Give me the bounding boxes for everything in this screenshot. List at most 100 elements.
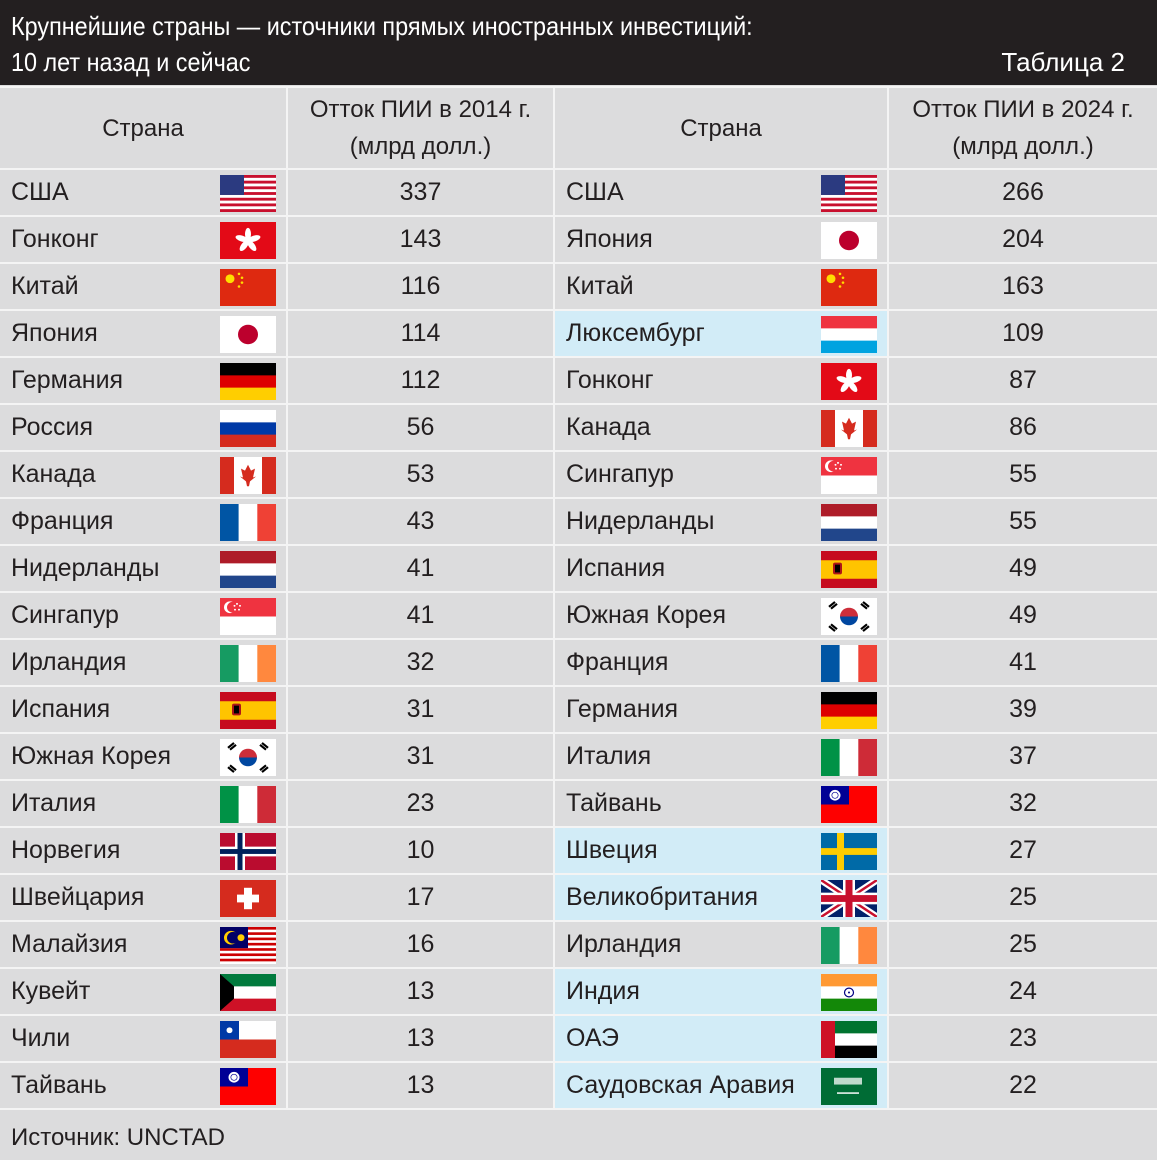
table-row: Нидерланды 41 Испания 49: [0, 544, 1157, 593]
country-name: Швейцария: [11, 883, 145, 911]
country-name: Гонконг: [11, 225, 99, 253]
table-number: Таблица 2: [1001, 47, 1125, 77]
country-name: Германия: [11, 366, 124, 394]
title-line-2: 10 лет назад и сейчас: [11, 47, 251, 77]
country-cell-2024: Италия: [553, 732, 889, 781]
table-row: США 337 США 266: [0, 168, 1157, 217]
country-name: Китай: [566, 272, 634, 300]
value-cell-2024: 25: [887, 920, 1157, 969]
country-cell-2024: ОАЭ: [553, 1014, 889, 1063]
country-cell-2024: Ирландия: [553, 920, 889, 969]
country-cell-2024: Франция: [553, 638, 889, 687]
value-cell-2014: 41: [286, 591, 555, 640]
value-cell-2014: 16: [286, 920, 555, 969]
flag-nl-icon: [220, 551, 276, 588]
country-cell-2014: Чили: [0, 1014, 288, 1063]
flag-kw-icon: [220, 974, 276, 1011]
country-name: Нидерланды: [566, 507, 715, 535]
country-cell-2014: Кувейт: [0, 967, 288, 1016]
country-name: Кувейт: [11, 977, 91, 1005]
flag-ca-icon: [220, 457, 276, 494]
value-cell-2024: 55: [887, 450, 1157, 499]
country-name: ОАЭ: [566, 1024, 619, 1052]
table-row: Гонконг 143 Япония 204: [0, 215, 1157, 264]
value-cell-2014: 114: [286, 309, 555, 358]
flag-it-icon: [821, 739, 877, 776]
flag-fr-icon: [220, 504, 276, 541]
country-name: Тайвань: [11, 1071, 107, 1099]
col-label: Отток ПИИ в 2014 г.: [309, 96, 532, 123]
title-line-1: Крупнейшие страны — источники прямых ино…: [11, 11, 753, 41]
country-cell-2024: Испания: [553, 544, 889, 593]
country-name: Япония: [566, 225, 653, 253]
value-cell-2014: 13: [286, 967, 555, 1016]
value-cell-2014: 143: [286, 215, 555, 264]
value-cell-2014: 32: [286, 638, 555, 687]
country-cell-2024: Южная Корея: [553, 591, 889, 640]
value-cell-2024: 109: [887, 309, 1157, 358]
flag-cn-icon: [821, 269, 877, 306]
value-cell-2024: 41: [887, 638, 1157, 687]
country-cell-2014: Китай: [0, 262, 288, 311]
flag-ie-icon: [220, 645, 276, 682]
value-cell-2014: 56: [286, 403, 555, 452]
flag-jp-icon: [220, 316, 276, 353]
country-name: Канада: [566, 413, 651, 441]
flag-cn-icon: [220, 269, 276, 306]
table-row: Китай 116 Китай 163: [0, 262, 1157, 311]
country-cell-2014: Тайвань: [0, 1061, 288, 1110]
flag-jp-icon: [821, 222, 877, 259]
table-row: Канада 53 Сингапур 55: [0, 450, 1157, 499]
col-outflow-2024: Отток ПИИ в 2024 г. (млрд долл.): [887, 86, 1157, 170]
flag-no-icon: [220, 833, 276, 870]
country-name: США: [11, 178, 69, 206]
table-row: Россия 56 Канада 86: [0, 403, 1157, 452]
country-cell-2024: Тайвань: [553, 779, 889, 828]
country-name: Саудовская Аравия: [566, 1071, 795, 1099]
flag-ca-icon: [821, 410, 877, 447]
flag-us-icon: [220, 175, 276, 212]
country-cell-2024: Нидерланды: [553, 497, 889, 546]
country-name: Испания: [566, 554, 666, 582]
country-name: Великобритания: [566, 883, 758, 911]
country-name: США: [566, 178, 624, 206]
col-unit: (млрд долл.): [952, 133, 1094, 160]
value-cell-2014: 13: [286, 1061, 555, 1110]
flag-hk-icon: [821, 363, 877, 400]
value-cell-2024: 25: [887, 873, 1157, 922]
country-cell-2024: Саудовская Аравия: [553, 1061, 889, 1110]
country-cell-2014: Сингапур: [0, 591, 288, 640]
flag-nl-icon: [821, 504, 877, 541]
flag-gb-icon: [821, 880, 877, 917]
flag-de-icon: [220, 363, 276, 400]
flag-ch-icon: [220, 880, 276, 917]
flag-kr-icon: [821, 598, 877, 635]
flag-my-icon: [220, 927, 276, 964]
table-row: Малайзия 16 Ирландия 25: [0, 920, 1157, 969]
flag-de-icon: [821, 692, 877, 729]
country-cell-2024: Великобритания: [553, 873, 889, 922]
country-name: Испания: [11, 695, 111, 723]
country-cell-2014: Италия: [0, 779, 288, 828]
table-row: Южная Корея 31 Италия 37: [0, 732, 1157, 781]
country-name: Франция: [11, 507, 114, 535]
country-name: Франция: [566, 648, 669, 676]
country-cell-2024: США: [553, 168, 889, 217]
value-cell-2024: 49: [887, 591, 1157, 640]
country-name: Китай: [11, 272, 79, 300]
country-cell-2024: Канада: [553, 403, 889, 452]
country-name: Чили: [11, 1024, 71, 1052]
value-cell-2014: 337: [286, 168, 555, 217]
col-unit: (млрд долл.): [349, 133, 492, 160]
country-cell-2014: Канада: [0, 450, 288, 499]
value-cell-2024: 87: [887, 356, 1157, 405]
flag-in-icon: [821, 974, 877, 1011]
title-bar: Крупнейшие страны — источники прямых ино…: [0, 0, 1157, 85]
value-cell-2014: 41: [286, 544, 555, 593]
value-cell-2024: 266: [887, 168, 1157, 217]
table-row: Япония 114 Люксембург 109: [0, 309, 1157, 358]
country-name: Сингапур: [11, 601, 119, 629]
table-row: Франция 43 Нидерланды 55: [0, 497, 1157, 546]
country-cell-2014: Норвегия: [0, 826, 288, 875]
value-cell-2014: 43: [286, 497, 555, 546]
